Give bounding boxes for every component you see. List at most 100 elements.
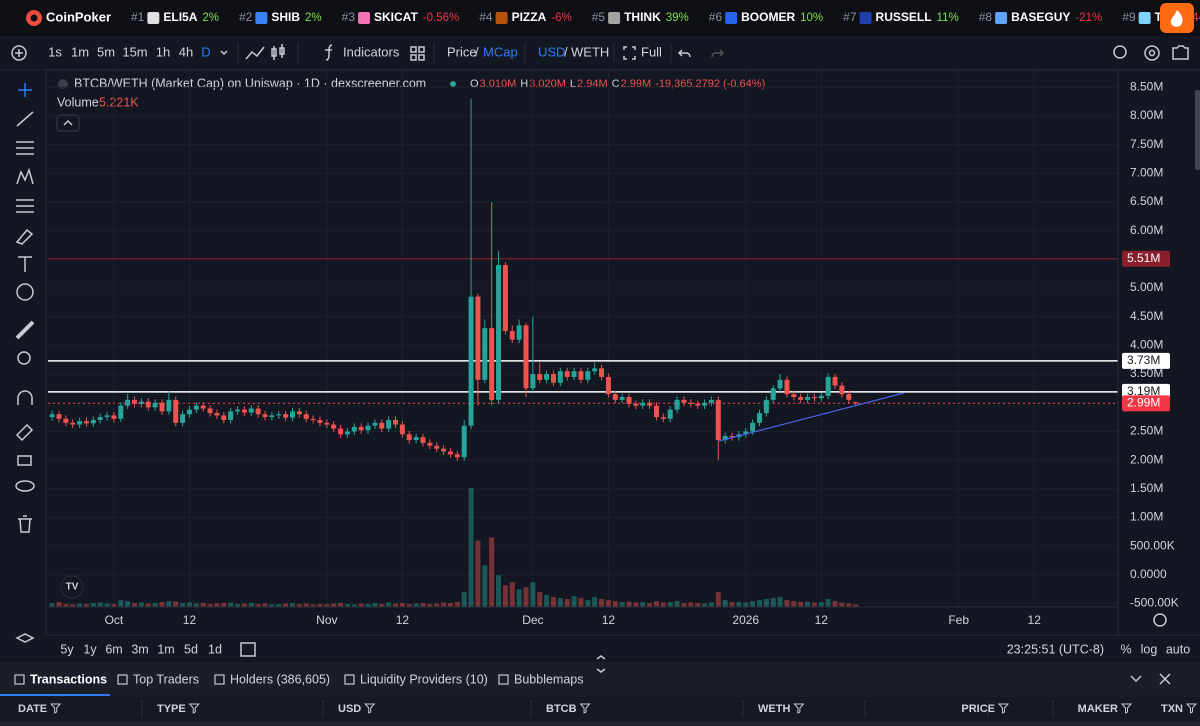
range-button[interactable]: 3m — [131, 642, 148, 656]
layers-button[interactable] — [15, 633, 35, 643]
magnet-tool[interactable] — [17, 390, 33, 405]
resize-handle[interactable] — [596, 655, 606, 673]
full-button[interactable]: Full — [641, 44, 662, 59]
tab[interactable]: Top Traders — [133, 672, 199, 686]
ticker-rank[interactable]: #8 — [979, 10, 993, 24]
fib-tool[interactable] — [16, 141, 34, 155]
weth-toggle[interactable]: WETH — [571, 44, 609, 59]
tab[interactable]: Bubblemaps — [514, 672, 584, 686]
zoom-tool[interactable] — [17, 351, 31, 365]
settings-icon[interactable] — [1144, 45, 1160, 61]
interval-button[interactable]: 1s — [48, 44, 62, 59]
undo-icon[interactable] — [677, 49, 691, 58]
ticker-rank[interactable]: #3 — [342, 10, 356, 24]
delete-tool[interactable] — [18, 515, 32, 533]
indicators-icon[interactable] — [325, 44, 333, 61]
ticker-name[interactable]: SHIB — [271, 10, 300, 24]
ticker-rank[interactable]: #5 — [592, 10, 606, 24]
column-header[interactable]: TXN — [1161, 703, 1183, 715]
ticker-name[interactable]: RUSSELL — [876, 10, 932, 24]
range-button[interactable]: 1m — [157, 642, 174, 656]
ticker-rank[interactable]: #7 — [843, 10, 857, 24]
candle-body — [475, 296, 481, 380]
trendline-tool[interactable] — [16, 111, 34, 127]
ticker-name[interactable]: THINK — [624, 10, 661, 24]
candle-type-icon[interactable] — [271, 44, 285, 60]
x-tick-label: 12 — [815, 613, 829, 627]
draw-mode-tool[interactable] — [15, 423, 34, 442]
panel-close[interactable] — [1159, 673, 1171, 685]
ruler-tool[interactable] — [15, 320, 35, 340]
volume-bar — [695, 603, 701, 607]
candle-body — [564, 371, 570, 377]
column-header[interactable]: TYPE — [157, 703, 186, 715]
crosshair-tool[interactable] — [18, 83, 32, 97]
interval-button[interactable]: 15m — [122, 44, 147, 59]
pattern-tool[interactable] — [16, 167, 34, 185]
ticker-rank[interactable]: #1 — [131, 10, 145, 24]
tab[interactable]: Liquidity Providers (10) — [360, 672, 488, 686]
text-tool[interactable] — [18, 256, 32, 272]
range-button[interactable]: 5d — [184, 642, 198, 656]
projection-tool[interactable] — [16, 199, 34, 213]
candle-body — [757, 413, 763, 423]
range-button[interactable]: 5y — [60, 642, 74, 656]
alert-icon[interactable] — [1113, 45, 1127, 59]
collapse-button[interactable] — [56, 114, 80, 132]
y-tick-label: 6.50M — [1130, 194, 1163, 208]
ticker-change: 11% — [937, 12, 959, 24]
ticker-name[interactable]: PIZZA — [512, 10, 547, 24]
layout-icon[interactable] — [410, 46, 425, 61]
tab[interactable]: Holders (386,605) — [230, 672, 330, 686]
percent-toggle[interactable]: % — [1120, 642, 1131, 656]
ticker-rank[interactable]: #4 — [479, 10, 493, 24]
line-type-icon[interactable] — [245, 46, 265, 60]
column-header[interactable]: USD — [338, 703, 361, 715]
ohlc-key: H — [520, 78, 528, 90]
ticker-name[interactable]: BASEGUY — [1011, 10, 1070, 24]
interval-chevron[interactable] — [220, 50, 228, 56]
redo-icon[interactable] — [711, 49, 725, 58]
column-header[interactable]: DATE — [18, 703, 47, 715]
ticker-rank[interactable]: #2 — [239, 10, 253, 24]
calendar-icon[interactable] — [240, 642, 256, 657]
indicators-button[interactable]: Indicators — [343, 44, 400, 59]
auto-toggle[interactable]: auto — [1166, 642, 1190, 656]
ticker-name[interactable]: ELI5A — [163, 10, 197, 24]
tab[interactable]: Transactions — [30, 672, 107, 686]
range-button[interactable]: 1d — [208, 642, 222, 656]
candle-body — [365, 425, 371, 431]
column-header[interactable]: WETH — [758, 703, 790, 715]
emoji-tool[interactable] — [16, 283, 34, 301]
interval-button[interactable]: 1h — [156, 44, 170, 59]
interval-button[interactable]: D — [201, 44, 210, 59]
ticker-name[interactable]: BOOMER — [741, 10, 795, 24]
ticker-rank[interactable]: #9 — [1122, 10, 1136, 24]
brush-tool[interactable] — [15, 228, 34, 245]
interval-button[interactable]: 4h — [179, 44, 193, 59]
brand-name[interactable]: CoinPoker — [46, 9, 111, 24]
add-symbol-icon[interactable] — [11, 45, 27, 61]
mcap-toggle[interactable]: MCap — [483, 44, 518, 59]
ticker-rank[interactable]: #6 — [709, 10, 723, 24]
candle-body — [722, 436, 728, 441]
log-toggle[interactable]: log — [1141, 642, 1158, 656]
scrollbar[interactable] — [1195, 90, 1200, 170]
ticker-name[interactable]: SKICAT — [374, 10, 418, 24]
column-header[interactable]: PRICE — [961, 703, 995, 715]
usd-toggle[interactable]: USD — [538, 44, 565, 59]
range-button[interactable]: 1y — [83, 642, 97, 656]
column-header[interactable]: MAKER — [1078, 703, 1118, 715]
goto-icon[interactable] — [1153, 613, 1167, 627]
interval-button[interactable]: 1m — [71, 44, 89, 59]
fullscreen-icon[interactable] — [623, 46, 636, 60]
column-header[interactable]: BTCB — [546, 703, 577, 715]
panel-collapse[interactable] — [1130, 675, 1142, 683]
lock-tool[interactable] — [17, 455, 32, 466]
snapshot-icon[interactable] — [1172, 45, 1189, 60]
price-toggle[interactable]: Price — [447, 44, 477, 59]
candle-body — [461, 425, 467, 458]
interval-button[interactable]: 5m — [97, 44, 115, 59]
range-button[interactable]: 6m — [105, 642, 122, 656]
visibility-tool[interactable] — [15, 480, 35, 492]
